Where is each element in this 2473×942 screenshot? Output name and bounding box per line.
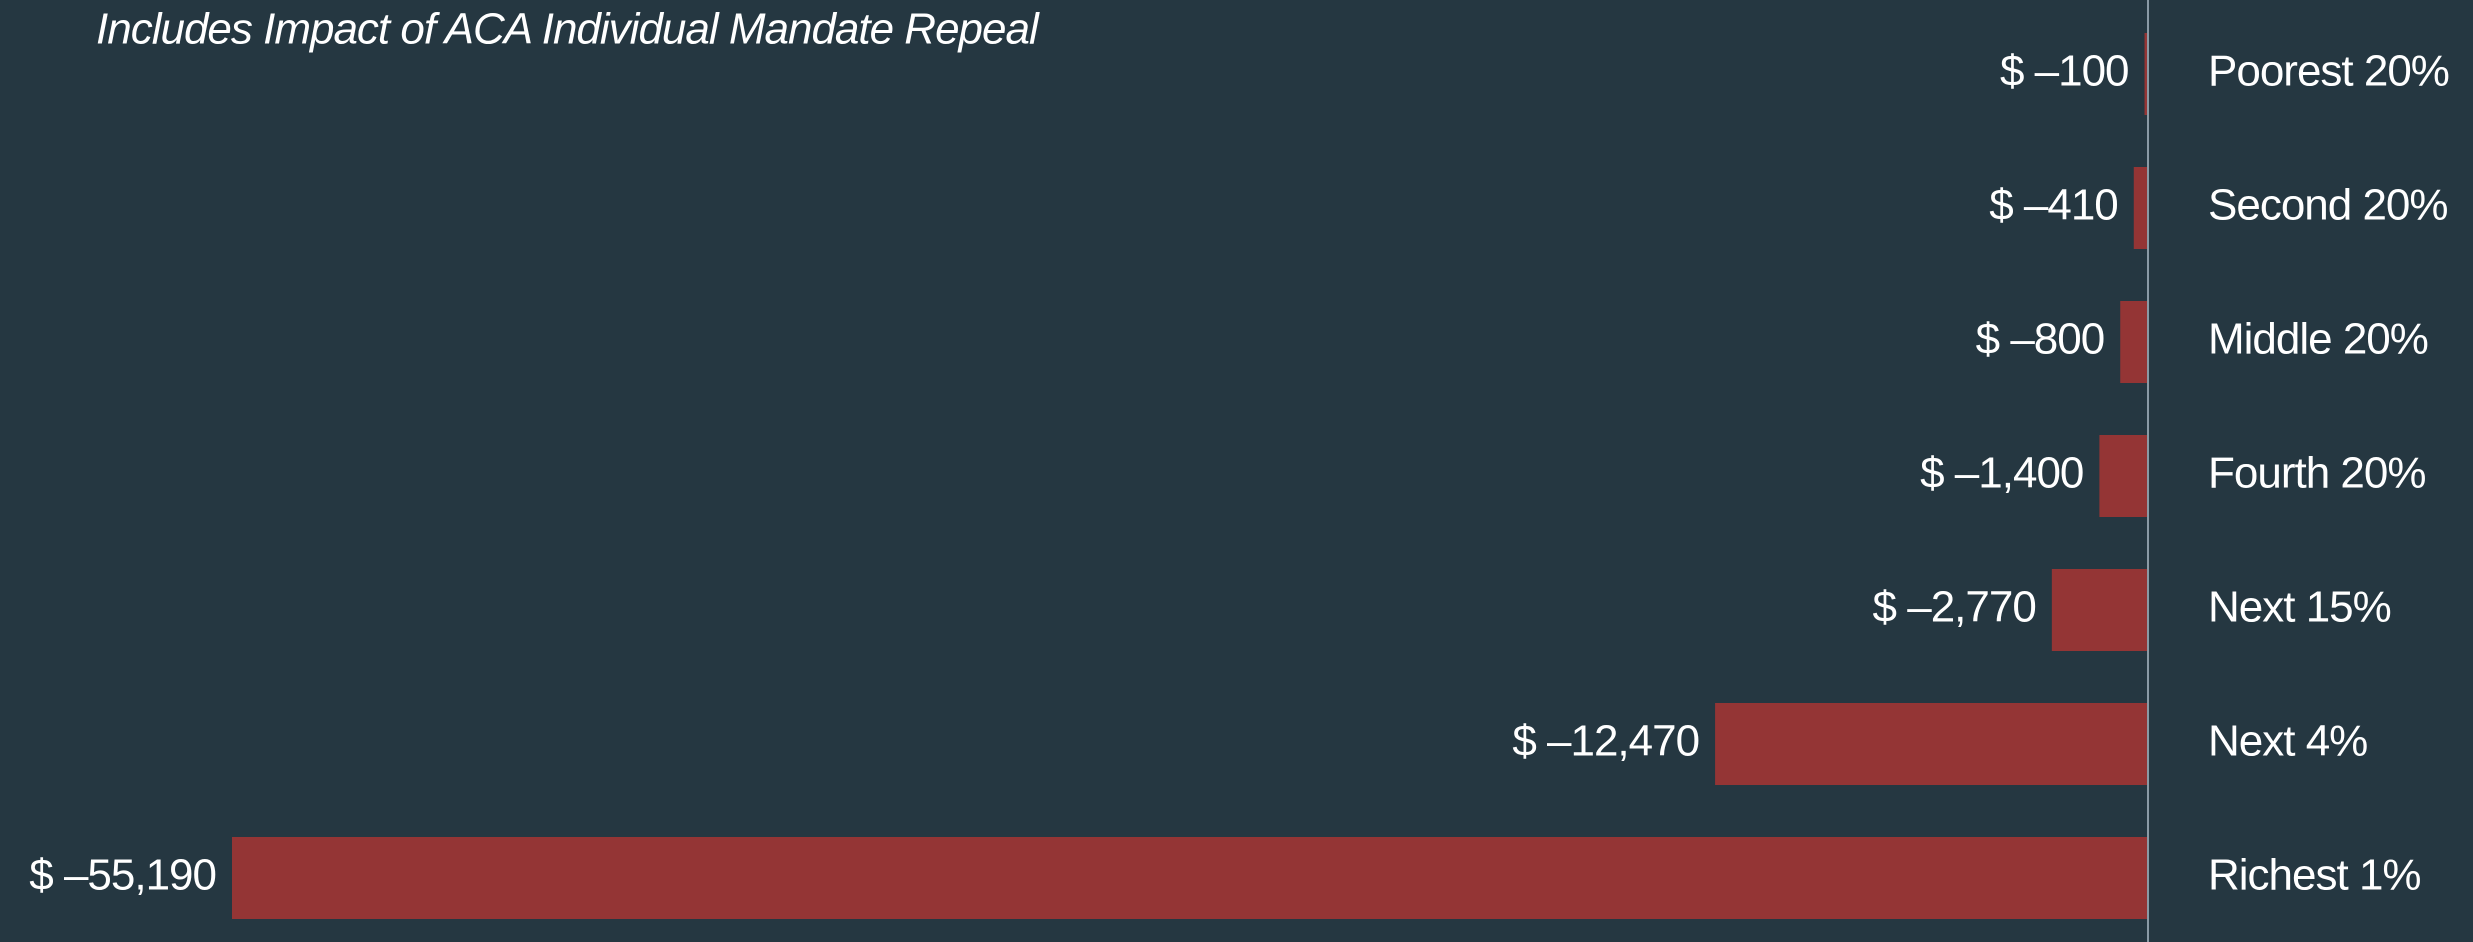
bar [2120,301,2148,383]
category-label: Poorest 20% [2208,47,2449,96]
bar [2144,33,2148,115]
value-label: $ –55,190 [29,851,216,900]
bar [2051,569,2148,651]
category-label: Second 20% [2208,181,2448,230]
value-label: $ –100 [2000,47,2129,96]
bar [2099,435,2148,517]
bar [2133,167,2148,249]
bar [1715,703,2148,785]
bar [232,837,2148,919]
category-label: Richest 1% [2208,851,2421,900]
value-label: $ –410 [1989,181,2118,230]
value-label: $ –2,770 [1873,583,2036,632]
value-label: $ –800 [1976,315,2105,364]
value-label: $ –1,400 [1920,449,2083,498]
chart-subtitle: Includes Impact of ACA Individual Mandat… [96,5,1040,54]
category-label: Fourth 20% [2208,449,2425,498]
value-label: $ –12,470 [1512,717,1699,766]
category-label: Next 15% [2208,583,2391,632]
category-label: Middle 20% [2208,315,2428,364]
category-label: Next 4% [2208,717,2367,766]
